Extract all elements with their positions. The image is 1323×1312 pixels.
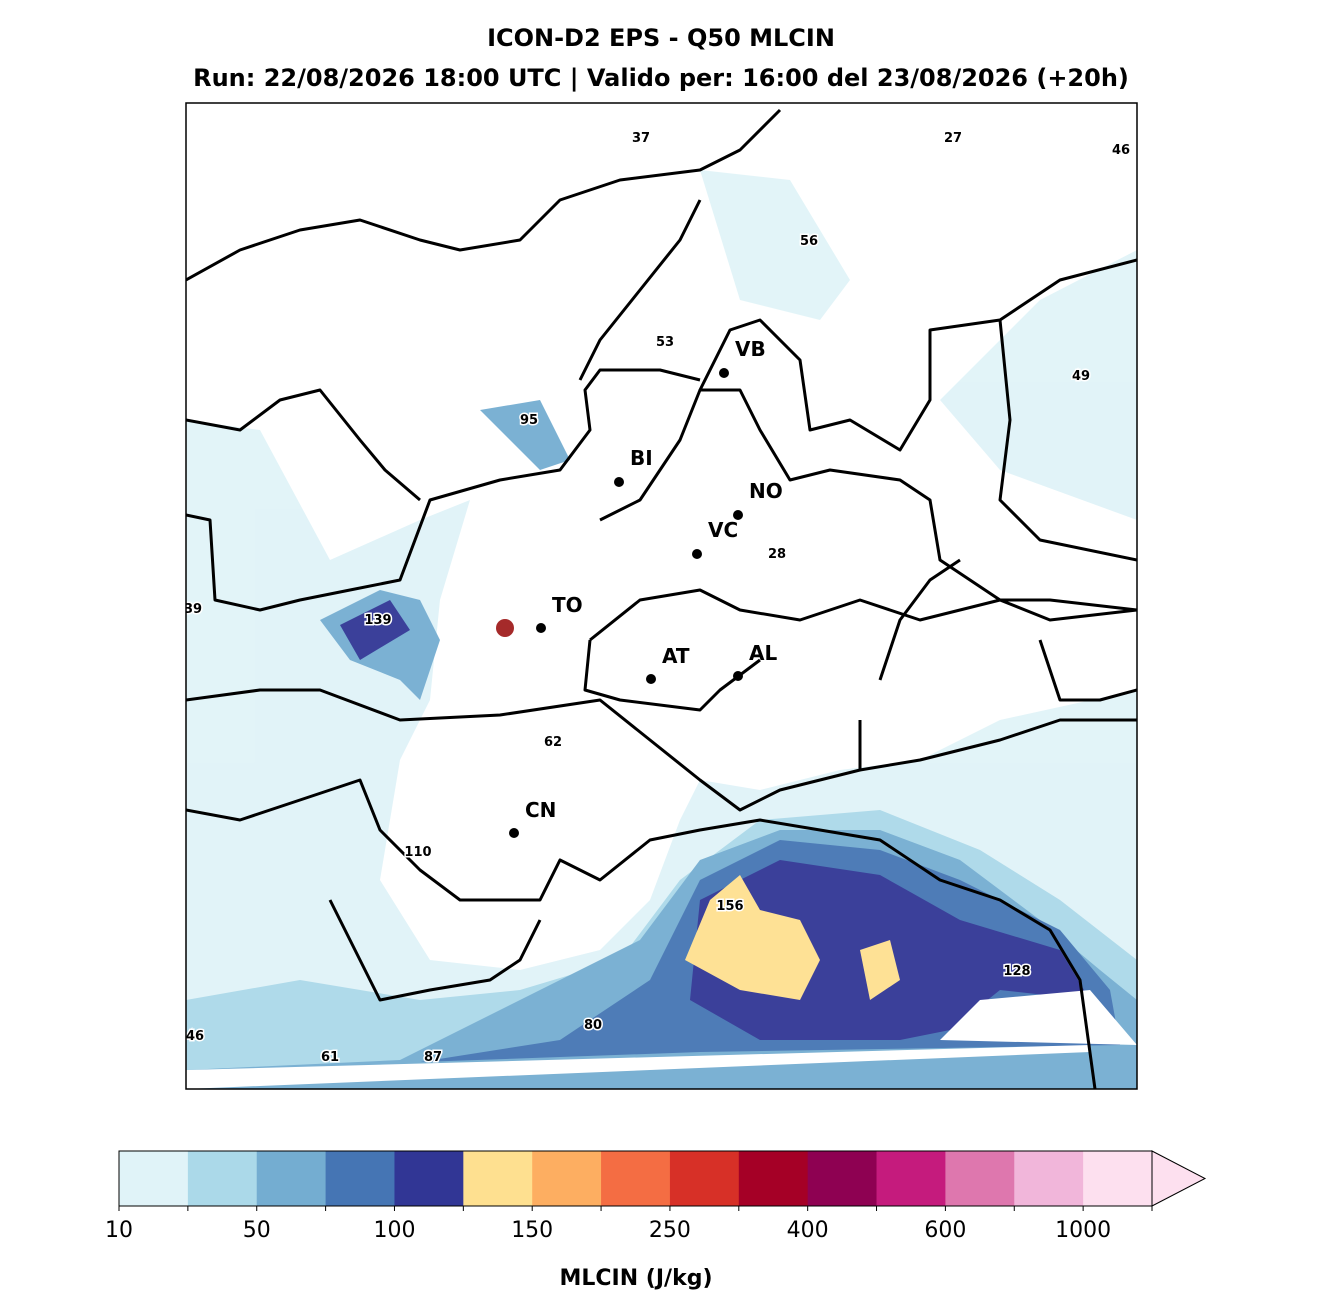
city-dot	[692, 549, 702, 559]
city-label: BI	[630, 446, 653, 470]
city-label: AL	[749, 641, 777, 665]
colorbar-bin	[394, 1151, 464, 1206]
max-label: 56	[800, 234, 818, 249]
max-label: 110	[404, 845, 431, 860]
max-label: 87	[424, 1050, 442, 1065]
colorbar-bin	[669, 1151, 740, 1206]
city-dot	[536, 623, 546, 633]
city-label: NO	[749, 479, 783, 503]
colorbar-tick-label: 10	[105, 1218, 133, 1243]
colorbar-bin	[1083, 1151, 1153, 1206]
max-label: 27	[944, 131, 962, 146]
max-label: 139	[364, 613, 391, 628]
colorbar-extension	[1151, 1150, 1207, 1207]
max-label: 46	[1112, 143, 1130, 158]
city-dot	[509, 828, 519, 838]
city-label: CN	[525, 798, 556, 822]
colorbar-frame	[118, 1150, 1153, 1207]
max-label: 39	[184, 602, 202, 617]
location-marker	[496, 619, 514, 637]
colorbar-bin	[532, 1151, 602, 1206]
max-label: 53	[656, 335, 674, 350]
colorbar-bin	[738, 1151, 809, 1206]
colorbar-tick-label: 50	[243, 1218, 271, 1243]
city-dot	[733, 510, 743, 520]
city-dot	[719, 368, 729, 378]
colorbar-tick-label: 100	[373, 1218, 415, 1243]
max-label: 62	[544, 735, 562, 750]
max-label: 128	[1003, 964, 1030, 979]
colorbar-bin	[1014, 1151, 1084, 1206]
max-label: 95	[520, 413, 538, 428]
map-frame	[185, 102, 1138, 1090]
city-dot	[646, 674, 656, 684]
colorbar-bin	[876, 1151, 946, 1206]
city-dot	[614, 477, 624, 487]
city-dot	[733, 671, 743, 681]
colorbar: 10 50 100 150 250 400 600 1000	[105, 1150, 1207, 1243]
max-label: 49	[1072, 369, 1090, 384]
colorbar-bin	[325, 1151, 395, 1206]
colorbar-tick-label: 150	[511, 1218, 553, 1243]
max-label: 156	[716, 899, 743, 914]
city-label: VC	[708, 518, 738, 542]
max-label: 37	[632, 131, 650, 146]
colorbar-bin	[187, 1151, 258, 1206]
colorbar-tick-label: 250	[649, 1218, 691, 1243]
colorbar-bin	[945, 1151, 1015, 1206]
max-label: 28	[768, 547, 786, 562]
subtitle: Run: 22/08/2026 18:00 UTC | Valido per: …	[193, 64, 1129, 92]
colorbar-tick-label: 600	[924, 1218, 966, 1243]
city-label: TO	[552, 593, 583, 617]
borders	[186, 108, 1137, 1089]
city-label: VB	[735, 337, 766, 361]
colorbar-label: MLCIN (J/kg)	[559, 1266, 712, 1291]
colorbar-bin	[463, 1151, 533, 1206]
title: ICON-D2 EPS - Q50 MLCIN	[487, 24, 835, 52]
colorbar-bin	[601, 1151, 671, 1206]
colorbar-bin	[807, 1151, 878, 1206]
shading	[186, 170, 1137, 1089]
city-label: AT	[662, 644, 690, 668]
map: VB BI NO VC TO AT AL CN 37 27 46 56 53 49 95 28 39 139 62 1…	[184, 103, 1137, 1089]
colorbar-tick-label: 400	[787, 1218, 829, 1243]
max-label: 61	[321, 1050, 339, 1065]
colorbar-bin	[119, 1151, 189, 1206]
max-label: 46	[186, 1029, 204, 1044]
colorbar-tick-label: 1000	[1055, 1218, 1111, 1243]
colorbar-bin	[256, 1151, 327, 1206]
max-label: 80	[584, 1018, 602, 1033]
